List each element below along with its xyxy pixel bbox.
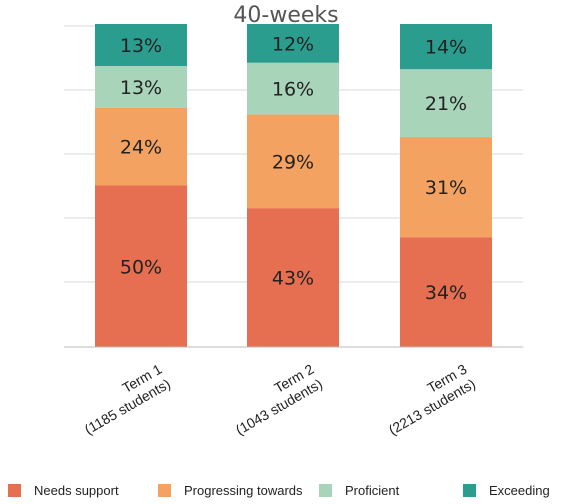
bar-segment — [247, 62, 339, 115]
x-tick-label: Term 2(1043 students) — [224, 361, 325, 438]
bars: 50% 24% 13% 13% 43% 29% 16% 12% 34% 31% 21% 14% — [95, 24, 492, 347]
bar-segment — [400, 137, 492, 238]
legend-label: Needs support — [34, 483, 119, 498]
data-label: 29% — [272, 151, 314, 173]
data-label: 14% — [425, 37, 467, 59]
legend-swatch — [8, 484, 21, 497]
x-tick-labels: Term 1(1185 students) Term 2(1043 student… — [73, 361, 478, 438]
legend-label: Proficient — [345, 483, 400, 498]
bar-segment — [400, 24, 492, 70]
bar-segment — [95, 65, 187, 108]
data-label: 31% — [425, 177, 467, 199]
data-label: 43% — [272, 268, 314, 290]
data-label: 13% — [120, 77, 162, 99]
data-label: 50% — [120, 256, 162, 278]
legend-swatch — [463, 484, 476, 497]
bar-segment — [247, 114, 339, 209]
data-label: 16% — [272, 79, 314, 101]
bar-segment — [95, 107, 187, 186]
data-label: 12% — [272, 33, 314, 55]
x-tick-label: Term 1(1185 students) — [73, 361, 173, 438]
bar-segment — [400, 237, 492, 347]
data-label: 13% — [120, 35, 162, 57]
chart-title: 40-weeks — [233, 3, 338, 28]
legend-swatch — [319, 484, 332, 497]
legend-label: Progressing towards — [184, 483, 303, 498]
bar-segment — [400, 69, 492, 138]
data-label: 24% — [120, 137, 162, 159]
legend-swatch — [158, 484, 171, 497]
legend-label: Exceeding — [489, 483, 550, 498]
bar-segment — [247, 208, 339, 347]
bar-segment — [247, 24, 339, 63]
data-label: 34% — [425, 282, 467, 304]
legend: Needs support Progressing towards Proficie… — [8, 483, 550, 498]
x-tick-label: Term 3(2213 students) — [377, 361, 478, 438]
bar-segment — [95, 185, 187, 347]
data-label: 21% — [425, 93, 467, 115]
bar-segment — [95, 24, 187, 66]
